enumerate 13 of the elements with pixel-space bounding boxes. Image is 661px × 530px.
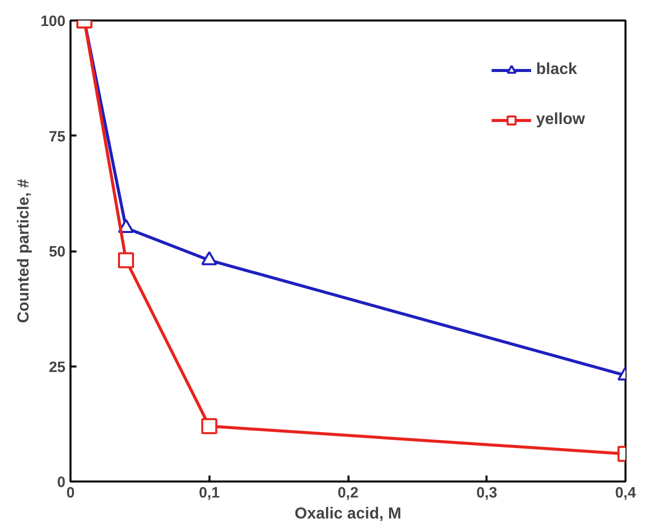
x-axis-title: Oxalic acid, M [294, 506, 402, 522]
legend-label: black [536, 61, 578, 79]
y-tick-label: 100 [40, 13, 66, 30]
y-tick-label: 75 [48, 128, 66, 146]
y-tick-label: 0 [57, 474, 66, 491]
x-tick-label: 0,3 [476, 484, 498, 502]
x-tick-label: 0,2 [338, 484, 358, 502]
y-tick-label: 50 [48, 244, 66, 260]
x-tick-label: 0,1 [198, 484, 220, 502]
y-axis-title: Counted particle, # [15, 178, 32, 324]
x-tick-label: 0,4 [615, 484, 637, 502]
legend-label: yellow [536, 111, 585, 129]
y-tick-label: 25 [48, 358, 66, 376]
